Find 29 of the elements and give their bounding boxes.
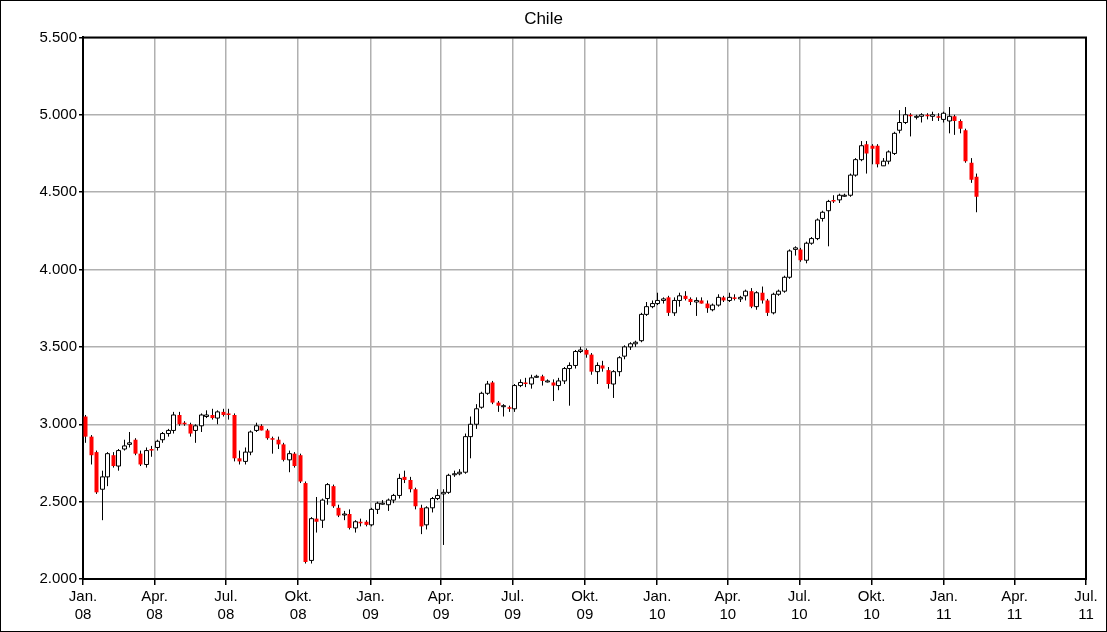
candlestick <box>331 484 336 509</box>
candlestick <box>309 516 314 565</box>
x-tick-label: Jul. 11 <box>1074 587 1098 623</box>
x-tick-label: Jul. 09 <box>500 587 525 623</box>
x-tick-label: Okt. 10 <box>857 587 886 623</box>
y-tick-label: 3.500 <box>39 337 77 355</box>
y-tick-label: 5.000 <box>39 104 77 122</box>
candlestick <box>413 487 418 510</box>
x-tick-label: Okt. 09 <box>571 587 599 623</box>
x-tick-label: Apr. 09 <box>427 587 455 623</box>
chart-title: Chile <box>524 8 563 28</box>
x-tick-label: Jul. 10 <box>787 587 811 623</box>
x-tick-label: Apr. 11 <box>1001 587 1028 623</box>
y-tick-label: 4.000 <box>39 259 77 277</box>
y-tick-label: 3.000 <box>39 414 77 432</box>
x-tick-label: Jan. 09 <box>356 587 385 623</box>
y-tick-label: 4.500 <box>39 182 77 200</box>
x-tick-label: Apr. 08 <box>141 587 168 623</box>
y-tick-label: 2.000 <box>39 569 77 587</box>
y-tick-label: 2.500 <box>39 491 77 509</box>
x-tick-label: Jan. 11 <box>929 587 959 623</box>
x-tick-label: Apr. 10 <box>714 587 742 623</box>
x-tick-label: Jan. 10 <box>642 587 672 623</box>
candlestick <box>144 446 149 469</box>
x-tick-label: Jan. 08 <box>68 587 98 623</box>
x-tick-label: Okt. 08 <box>284 587 312 623</box>
candlestick <box>116 448 121 472</box>
x-tick-label: Jul. 08 <box>214 587 238 623</box>
y-tick-label: 5.500 <box>39 27 77 45</box>
